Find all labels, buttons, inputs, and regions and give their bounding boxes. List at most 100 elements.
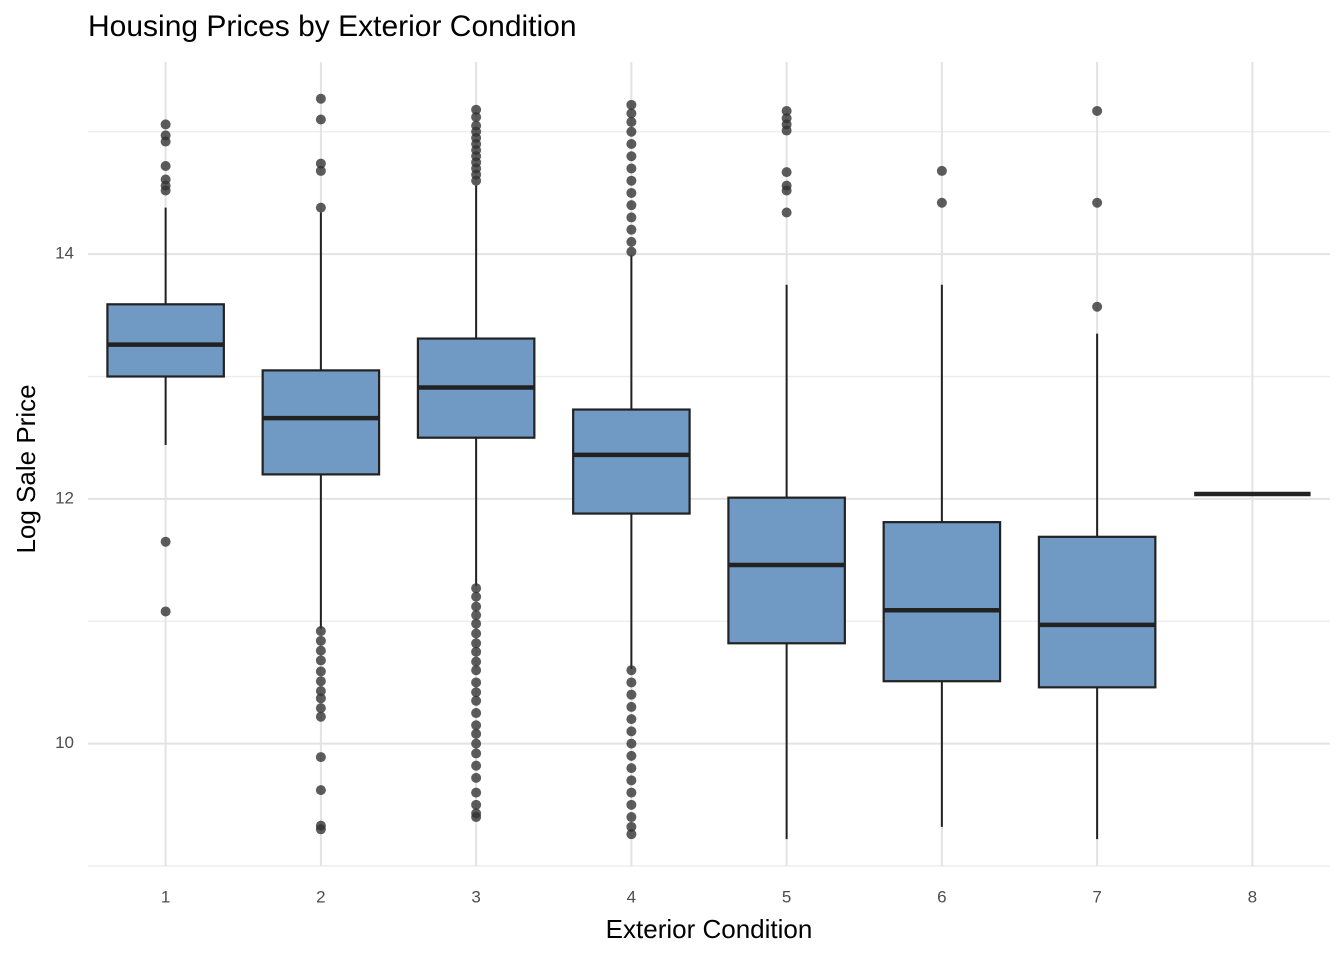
outlier — [315, 655, 326, 666]
outlier — [626, 108, 637, 119]
outlier — [315, 686, 326, 697]
outlier — [471, 720, 482, 731]
outlier — [471, 646, 482, 657]
outlier — [626, 116, 637, 127]
outlier — [471, 112, 482, 123]
outlier — [160, 119, 171, 130]
outlier — [315, 114, 326, 125]
outlier — [626, 677, 637, 688]
outlier — [315, 635, 326, 646]
outlier — [781, 185, 792, 196]
outlier — [626, 224, 637, 235]
outlier — [626, 163, 637, 174]
outlier — [315, 785, 326, 796]
outlier — [626, 151, 637, 162]
outlier — [160, 161, 171, 172]
outlier — [160, 136, 171, 147]
outlier — [471, 610, 482, 621]
y-tick-label: 14 — [55, 244, 74, 263]
outlier — [781, 105, 792, 116]
outlier — [315, 93, 326, 104]
outlier — [471, 708, 482, 719]
outlier — [315, 165, 326, 176]
x-tick-label: 8 — [1248, 887, 1257, 906]
outlier — [160, 606, 171, 617]
y-tick-label: 10 — [55, 733, 74, 752]
x-tick-label: 7 — [1092, 887, 1101, 906]
outlier — [315, 693, 326, 704]
outlier — [471, 695, 482, 706]
outlier — [936, 165, 947, 176]
outlier — [315, 202, 326, 213]
outlier — [626, 246, 637, 257]
box — [727, 496, 846, 645]
outlier — [471, 591, 482, 602]
box — [106, 303, 225, 378]
outlier — [936, 197, 947, 208]
outlier — [315, 752, 326, 763]
outlier — [315, 676, 326, 687]
outlier — [471, 760, 482, 771]
chart-title: Housing Prices by Exterior Condition — [88, 10, 577, 43]
outlier — [471, 618, 482, 629]
outlier — [626, 750, 637, 761]
outlier — [471, 583, 482, 594]
outlier — [315, 645, 326, 656]
outlier — [471, 104, 482, 115]
outlier — [471, 677, 482, 688]
outlier — [626, 829, 637, 840]
outlier — [471, 628, 482, 639]
box — [261, 369, 381, 476]
outlier — [626, 763, 637, 774]
y-tick-label: 12 — [55, 488, 74, 507]
outlier — [471, 687, 482, 698]
x-tick-label: 2 — [316, 887, 325, 906]
outlier — [626, 236, 637, 247]
outlier — [160, 185, 171, 196]
outlier — [471, 601, 482, 612]
outlier — [626, 689, 637, 700]
outlier — [781, 125, 792, 136]
x-tick-label: 1 — [161, 887, 170, 906]
outlier — [626, 701, 637, 712]
outlier — [626, 821, 637, 832]
outlier — [626, 212, 637, 223]
outlier — [160, 536, 171, 547]
outlier — [471, 175, 482, 186]
x-axis-title: Exterior Condition — [606, 914, 813, 944]
outlier — [471, 738, 482, 749]
outlier — [626, 126, 637, 137]
outlier — [315, 626, 326, 637]
outlier — [626, 714, 637, 725]
outlier — [1092, 105, 1103, 116]
outlier — [315, 666, 326, 677]
outlier — [315, 703, 326, 714]
outlier — [1092, 301, 1103, 312]
outlier — [315, 158, 326, 169]
outlier — [626, 99, 637, 110]
outlier — [781, 207, 792, 218]
outlier — [315, 711, 326, 722]
outlier — [626, 187, 637, 198]
outlier — [471, 656, 482, 667]
x-tick-label: 6 — [937, 887, 946, 906]
outlier — [471, 638, 482, 649]
outlier — [626, 726, 637, 737]
outlier — [781, 167, 792, 178]
outlier — [1092, 197, 1103, 208]
box — [882, 521, 1002, 683]
outlier — [471, 799, 482, 810]
outlier — [626, 200, 637, 211]
box — [1037, 535, 1157, 689]
outlier — [626, 665, 637, 676]
outlier — [626, 812, 637, 823]
outlier — [626, 787, 637, 798]
x-tick-label: 5 — [782, 887, 791, 906]
x-tick-label: 4 — [627, 887, 636, 906]
outlier — [315, 824, 326, 835]
outlier — [626, 175, 637, 186]
box — [572, 408, 691, 515]
outlier — [626, 799, 637, 810]
outlier — [626, 775, 637, 786]
